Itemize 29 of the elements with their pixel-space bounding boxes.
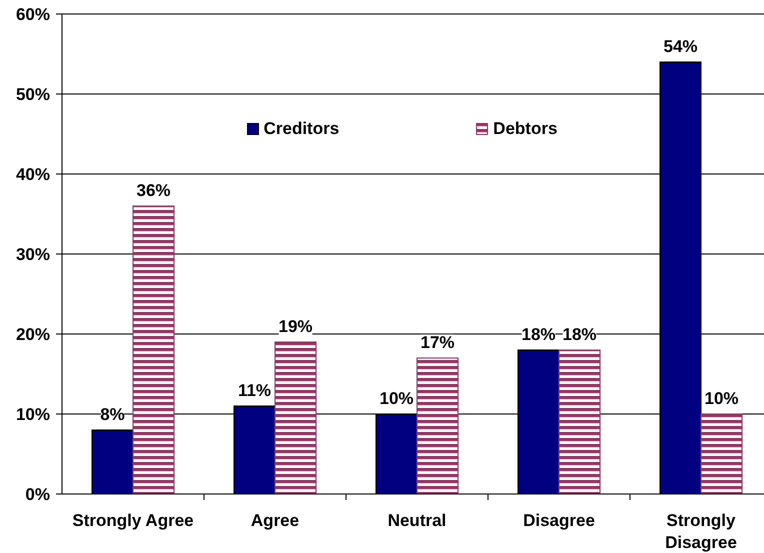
data-label: 36% — [136, 181, 171, 200]
bar — [558, 350, 600, 494]
bar — [700, 414, 742, 494]
data-label: 19% — [278, 317, 313, 336]
x-tick-label: Strongly Agree — [72, 511, 194, 530]
y-tick-label: 30% — [16, 245, 50, 264]
x-tick-label: Neutral — [388, 511, 446, 530]
y-tick-label: 50% — [16, 85, 50, 104]
y-tick-label: 20% — [16, 325, 50, 344]
data-label: 18% — [562, 325, 597, 344]
data-label: 11% — [238, 381, 272, 400]
legend-label: Creditors — [264, 118, 340, 140]
y-tick-label: 10% — [16, 405, 50, 424]
data-label: 17% — [420, 333, 455, 352]
data-label: 54% — [663, 37, 698, 56]
bar — [416, 358, 458, 494]
bar — [132, 206, 174, 494]
data-label: 18% — [521, 325, 556, 344]
y-tick-label: 60% — [16, 5, 50, 24]
y-tick-label: 0% — [25, 485, 50, 504]
data-label: 8% — [100, 405, 125, 424]
y-tick-label: 40% — [16, 165, 50, 184]
x-tick-label: Strongly Disagree — [665, 511, 737, 552]
x-tick-label: Agree — [250, 511, 300, 530]
legend-label: Debtors — [493, 118, 558, 140]
data-label: 10% — [379, 389, 414, 408]
x-tick-label: Disagree — [523, 511, 595, 530]
data-label: 10% — [704, 389, 739, 408]
bar — [274, 342, 316, 494]
